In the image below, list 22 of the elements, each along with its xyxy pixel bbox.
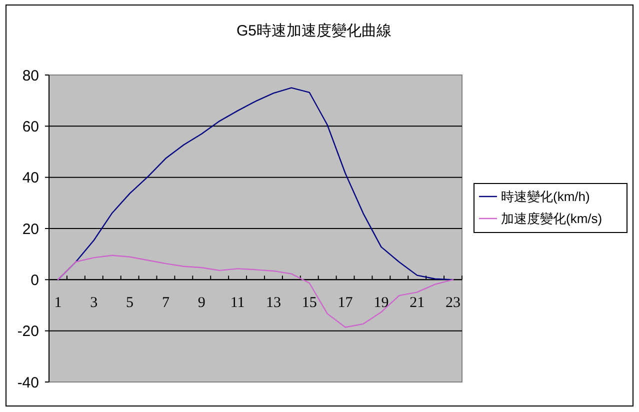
x-tick-label: 15 — [302, 294, 317, 311]
legend-label: 加速度變化(km/s) — [501, 211, 602, 226]
legend-label: 時速變化(km/h) — [501, 189, 590, 204]
y-tick-label: -40 — [17, 374, 39, 392]
x-tick-label: 17 — [338, 294, 354, 311]
chart-title: G5時速加速度變化曲線 — [236, 22, 392, 40]
x-tick-label: 11 — [230, 294, 245, 311]
x-tick-label: 19 — [374, 294, 389, 311]
x-tick-label: 21 — [410, 294, 425, 311]
y-tick-label: -20 — [17, 323, 39, 340]
y-tick-label: 40 — [22, 170, 39, 187]
x-tick-label: 13 — [266, 294, 281, 311]
x-tick-label: 3 — [90, 294, 98, 311]
y-tick-label: 80 — [22, 67, 39, 84]
x-tick-label: 1 — [54, 294, 62, 311]
y-tick-label: 20 — [22, 220, 39, 238]
y-tick-label: 0 — [30, 272, 39, 289]
x-tick-label: 9 — [198, 294, 206, 311]
x-tick-label: 5 — [126, 294, 134, 311]
y-tick-label: 60 — [22, 118, 39, 136]
x-tick-label: 7 — [162, 294, 170, 311]
x-tick-label: 23 — [446, 294, 461, 311]
